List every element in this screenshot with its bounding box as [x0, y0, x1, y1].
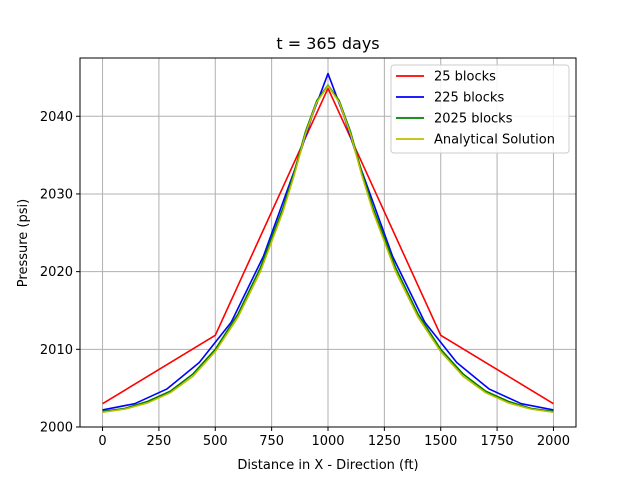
x-tick-label: 1000	[311, 434, 344, 449]
legend-label-4: Analytical Solution	[434, 133, 555, 148]
chart-title: t = 365 days	[276, 34, 379, 53]
x-axis-label: Distance in X - Direction (ft)	[237, 458, 418, 473]
y-tick-label: 2040	[40, 110, 73, 125]
x-tick-label: 0	[98, 434, 106, 449]
x-tick-label: 250	[146, 434, 171, 449]
series-layer	[102, 72, 554, 414]
series-line-2	[102, 72, 554, 411]
legend: 25 blocks 225 blocks 2025 blocks Analytical…	[390, 64, 570, 154]
legend-label-2: 225 blocks	[434, 91, 504, 106]
legend-label-3: 2025 blocks	[434, 112, 513, 127]
x-ticks: 0 250 500 750 1000 1250 1500 1750 2000	[98, 427, 570, 449]
legend-box	[390, 64, 570, 154]
x-tick-label: 750	[259, 434, 284, 449]
x-tick-label: 1250	[368, 434, 401, 449]
legend-label-1: 25 blocks	[434, 70, 496, 85]
y-tick-label: 2010	[40, 343, 73, 358]
y-tick-label: 2020	[40, 265, 73, 280]
y-tick-label: 2000	[40, 421, 73, 436]
x-tick-label: 1500	[424, 434, 457, 449]
x-tick-label: 500	[203, 434, 228, 449]
series-line-1	[102, 87, 554, 405]
y-ticks: 2000 2010 2020 2030 2040	[40, 110, 80, 436]
series-line-4	[102, 85, 554, 414]
x-tick-label: 2000	[537, 434, 570, 449]
y-axis-label: Pressure (psi)	[16, 199, 31, 287]
y-tick-label: 2030	[40, 187, 73, 202]
x-tick-label: 1750	[481, 434, 514, 449]
